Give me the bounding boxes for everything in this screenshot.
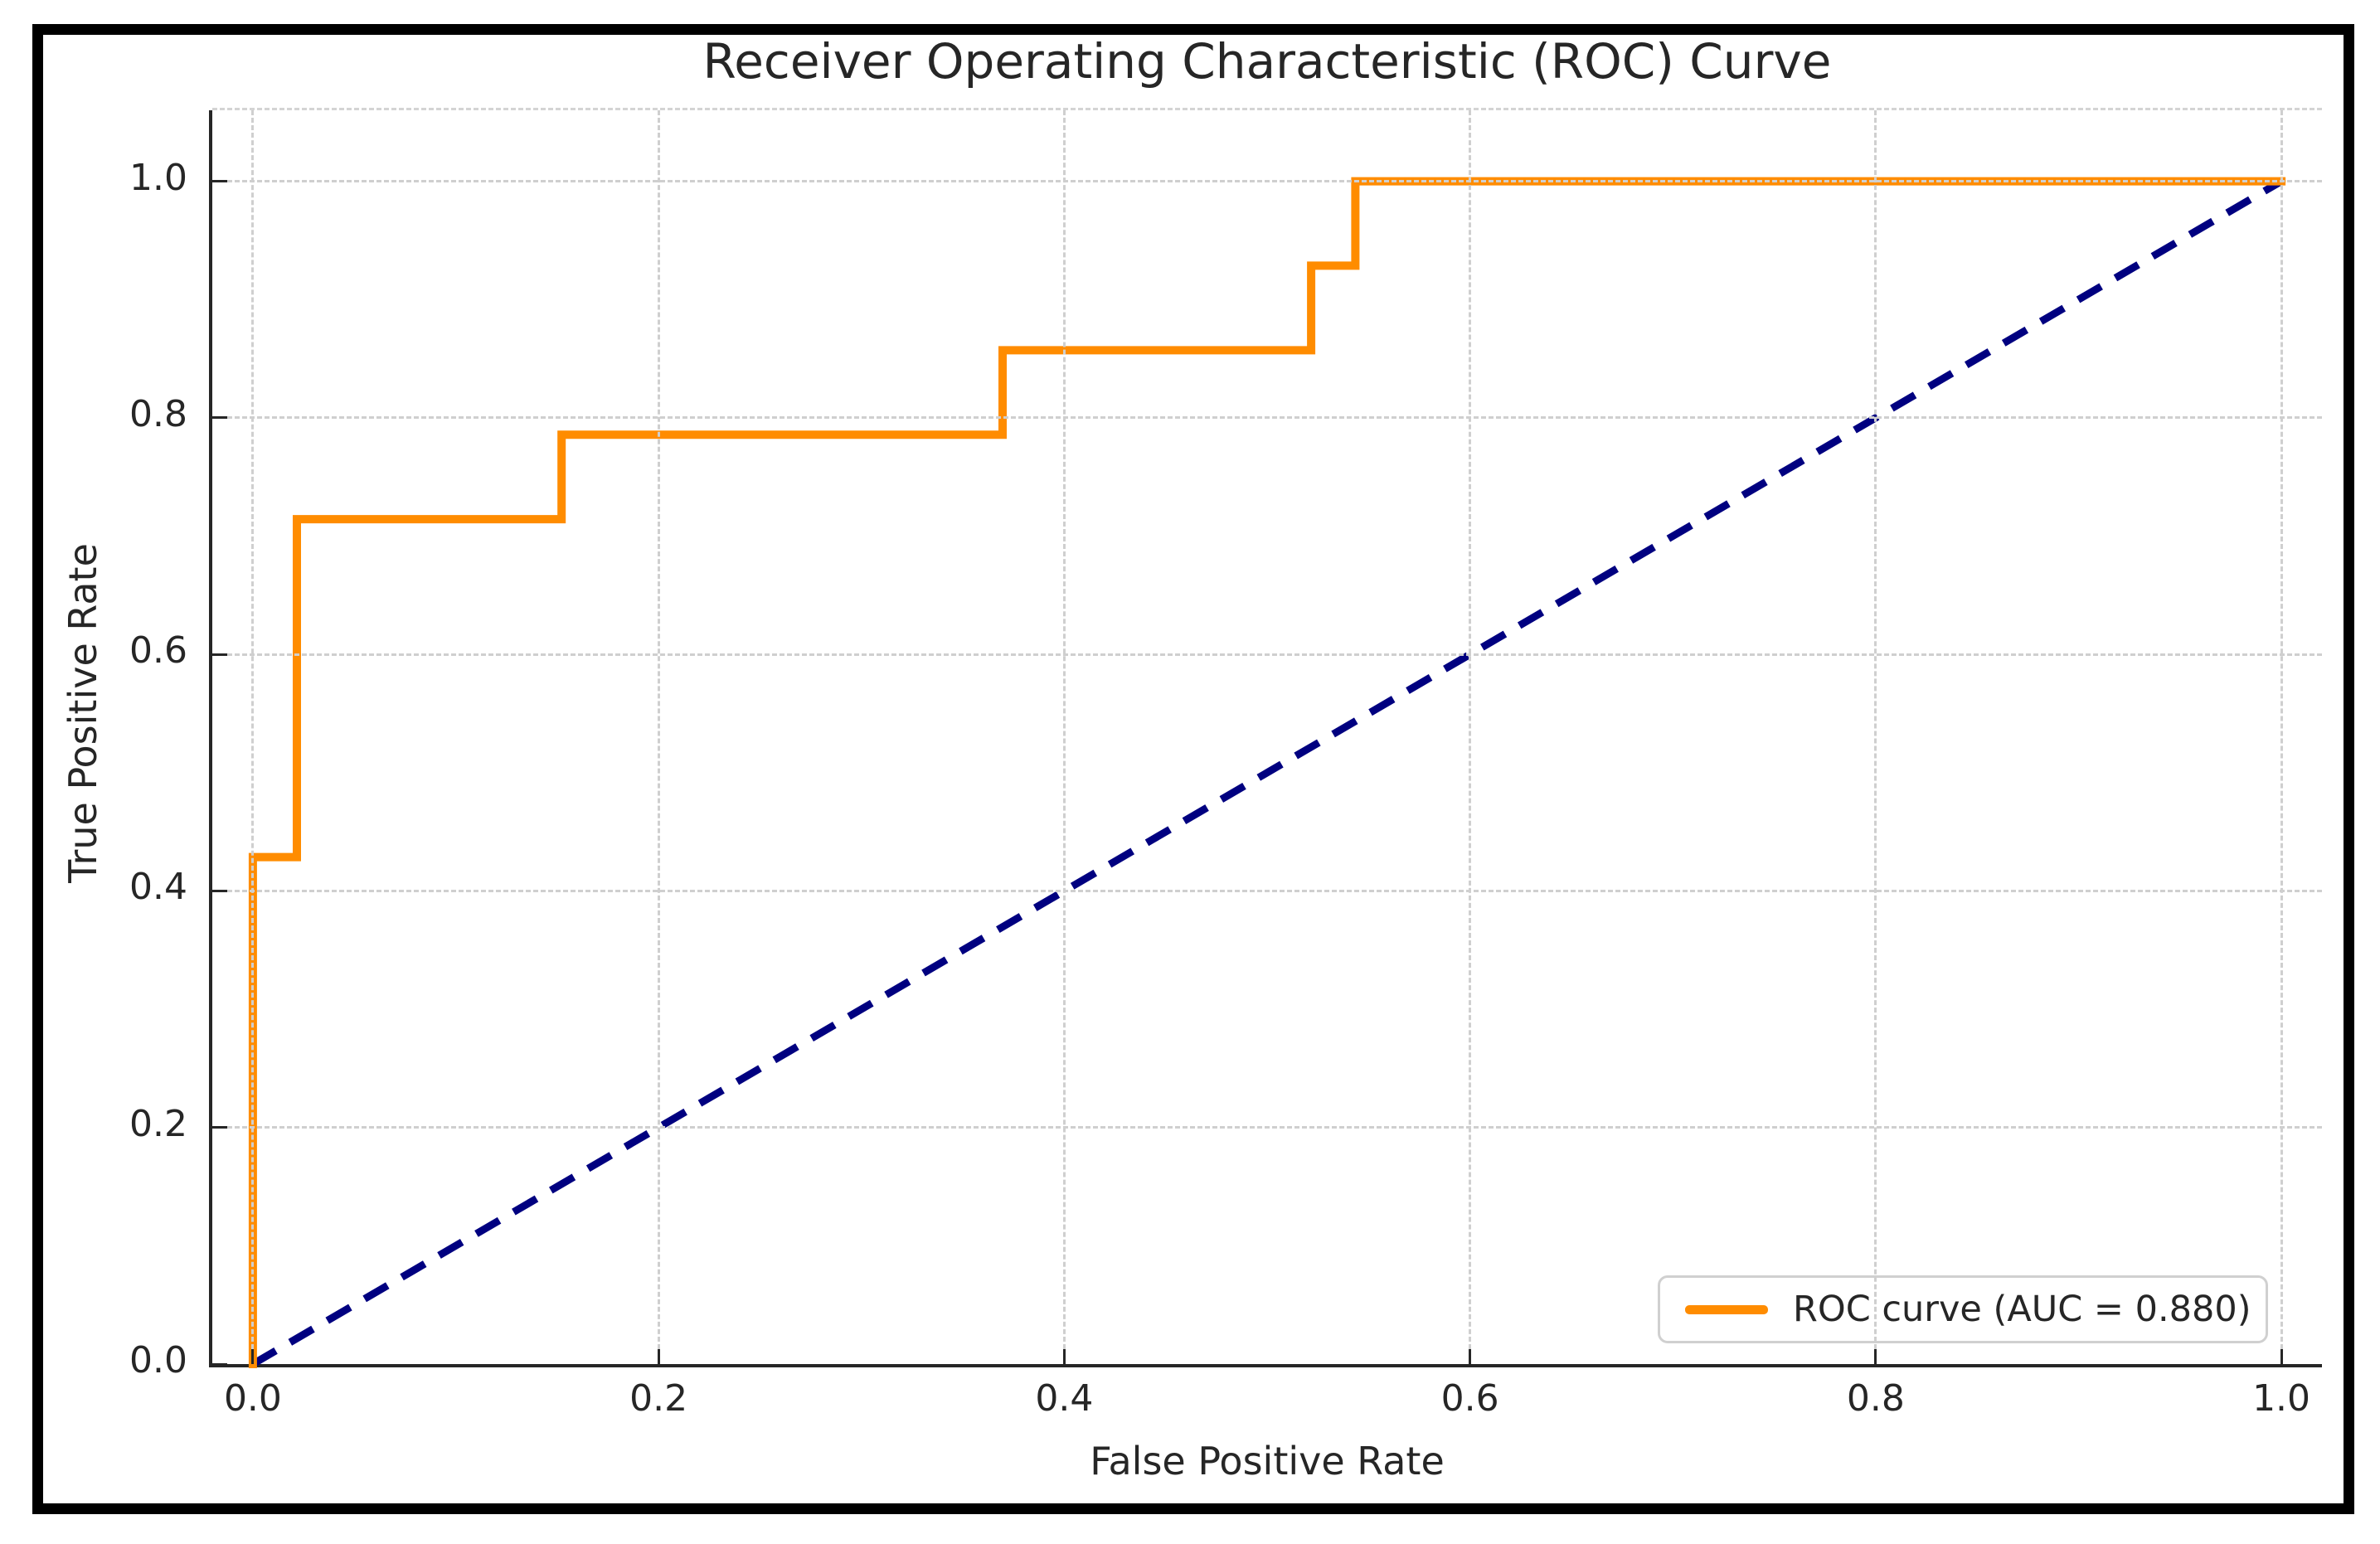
- x-gridline: [251, 110, 255, 1364]
- legend-roc-swatch: [1685, 1304, 1768, 1314]
- y-gridline: [212, 889, 2322, 892]
- axes-left-spine: [209, 110, 212, 1367]
- x-tick-label: 0.6: [1440, 1377, 1499, 1420]
- legend-roc-label: ROC curve (AUC = 0.880): [1793, 1289, 2251, 1330]
- y-tick-label: 0.6: [129, 629, 187, 672]
- plot-area: ROC curve (AUC = 0.880) 0.0 0.2 0.4 0.6 0.8 1…: [129, 110, 2322, 1420]
- x-tick-label: 0.8: [1846, 1377, 1905, 1420]
- x-gridline: [2280, 110, 2283, 1364]
- y-tick-mark: [212, 1126, 227, 1129]
- axes-bottom-spine: [209, 1364, 2322, 1367]
- y-tick-mark: [212, 180, 227, 183]
- y-gridline: [212, 1126, 2322, 1129]
- y-tick-label: 0.4: [129, 866, 187, 909]
- x-tick-mark: [1469, 1349, 1472, 1364]
- x-tick-mark: [657, 1349, 660, 1364]
- x-tick-label: 0.2: [629, 1377, 688, 1420]
- x-axis-label: False Positive Rate: [1090, 1439, 1445, 1483]
- x-tick-label: 0.0: [223, 1377, 282, 1420]
- x-gridline: [1874, 110, 1877, 1364]
- y-tick-mark: [212, 416, 227, 420]
- x-tick-mark: [1062, 1349, 1066, 1364]
- y-axis-label: True Positive Rate: [61, 543, 105, 883]
- x-gridline: [1062, 110, 1066, 1364]
- y-tick-label: 0.2: [129, 1102, 187, 1145]
- y-tick-label: 0.8: [129, 392, 187, 435]
- x-tick-mark: [1874, 1349, 1877, 1364]
- y-tick-label: 0.0: [129, 1339, 187, 1381]
- chart-title: Receiver Operating Characteristic (ROC) …: [702, 33, 1832, 90]
- x-gridline: [1469, 110, 1472, 1364]
- chance-diagonal-line: [250, 177, 2284, 1367]
- y-tick-mark: [212, 1362, 227, 1366]
- x-tick-label: 1.0: [2252, 1377, 2311, 1420]
- y-tick-mark: [212, 889, 227, 892]
- x-tick-label: 0.4: [1035, 1377, 1094, 1420]
- y-tick-mark: [212, 653, 227, 656]
- y-gridline: [212, 180, 2322, 183]
- legend: ROC curve (AUC = 0.880): [1658, 1275, 2268, 1343]
- x-gridline: [657, 110, 660, 1364]
- y-tick-label: 1.0: [129, 156, 187, 199]
- y-gridline: [212, 653, 2322, 656]
- y-gridline: [212, 416, 2322, 420]
- axes-top-spine: [212, 108, 2322, 110]
- x-tick-mark: [2280, 1349, 2283, 1364]
- roc-curve-line: [248, 177, 2286, 1368]
- plot-lines-svg: [248, 177, 2286, 1368]
- x-tick-mark: [251, 1349, 255, 1364]
